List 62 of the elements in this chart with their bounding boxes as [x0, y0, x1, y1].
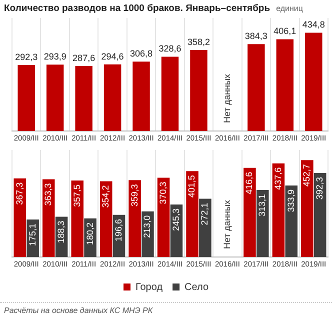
data-label: 313,1 — [257, 194, 268, 217]
bar — [128, 180, 141, 257]
bar — [14, 178, 26, 257]
data-label: 434,8 — [302, 20, 325, 30]
bar — [314, 173, 326, 257]
data-label: 354,2 — [100, 185, 111, 208]
legend-label: Село — [184, 282, 209, 293]
data-label: 357,5 — [72, 184, 82, 208]
bar — [186, 171, 198, 257]
data-label: 188,3 — [56, 220, 66, 244]
data-label: 452,7 — [302, 164, 312, 187]
bar — [104, 64, 122, 131]
bar — [199, 198, 212, 257]
data-label: 293,9 — [44, 52, 66, 62]
data-label: 245,3 — [170, 208, 181, 232]
chart-title: Количество разводов на 1000 браков. Январь–сентябрь — [4, 3, 270, 14]
bar — [100, 181, 112, 257]
annotation: Нет данных — [222, 200, 232, 249]
data-label: 196,6 — [113, 218, 124, 242]
data-label: 406,1 — [274, 26, 296, 36]
legend-label: Город — [135, 282, 163, 293]
bar — [42, 179, 55, 257]
data-label: 175,1 — [27, 224, 38, 246]
data-label: 401,5 — [186, 175, 197, 198]
data-label: 328,6 — [158, 44, 182, 54]
data-label: 437,6 — [272, 167, 283, 190]
bar — [26, 220, 39, 257]
bar — [161, 56, 179, 131]
bar — [18, 64, 35, 131]
data-label: 180,2 — [84, 222, 95, 245]
bar — [190, 50, 208, 131]
data-label: 272,1 — [200, 202, 210, 226]
bar — [132, 62, 150, 131]
data-label: 370,3 — [158, 182, 168, 204]
annotation: Нет данных — [222, 74, 232, 123]
bar — [248, 44, 265, 131]
bar — [301, 160, 314, 257]
bar — [305, 32, 322, 131]
bar — [46, 64, 64, 131]
data-label: 359,3 — [129, 184, 140, 207]
bar — [244, 168, 256, 257]
bar — [75, 66, 92, 131]
data-label: 358,2 — [187, 37, 210, 48]
data-label: 363,3 — [43, 183, 54, 206]
data-label: 306,8 — [130, 48, 153, 59]
chart-subtitle: единиц — [276, 4, 303, 13]
data-label: 392,3 — [314, 177, 325, 200]
data-label: 294,6 — [101, 51, 124, 62]
bar — [157, 178, 170, 257]
text: Расчёты на основе данных КС МНЭ РК — [0, 302, 332, 318]
data-label: 367,3 — [14, 182, 24, 205]
bar — [71, 180, 84, 257]
bar — [276, 39, 294, 131]
data-label: 384,3 — [244, 31, 268, 42]
data-label: 287,6 — [72, 52, 96, 63]
bar — [285, 186, 298, 257]
data-label: 416,6 — [244, 172, 254, 194]
data-label: 213,0 — [142, 215, 152, 238]
data-label: 292,3 — [15, 52, 38, 62]
bar — [272, 163, 285, 257]
bar — [256, 190, 269, 257]
data-label: 333,9 — [286, 190, 296, 212]
